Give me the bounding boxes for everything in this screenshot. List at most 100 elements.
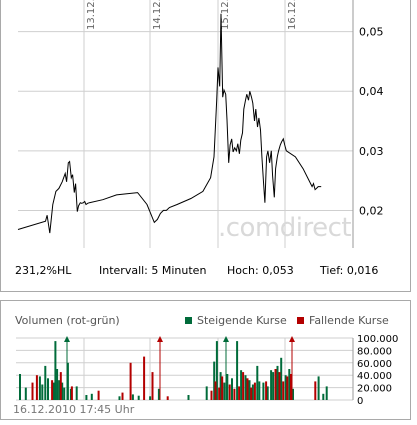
y-tick-label: 0,04 bbox=[359, 85, 384, 98]
volume-bar-rising bbox=[276, 365, 279, 400]
volume-bar-rising bbox=[149, 396, 152, 400]
legend-falling: Fallende Kurse bbox=[297, 314, 389, 327]
volume-bar-falling bbox=[129, 362, 132, 400]
volume-bar-rising bbox=[52, 382, 55, 400]
volume-bar-rising bbox=[256, 365, 259, 400]
volume-bar-rising bbox=[56, 369, 59, 400]
legend-rising-swatch bbox=[185, 317, 192, 324]
volume-bar-rising bbox=[272, 372, 275, 400]
y-tick-label: 0,05 bbox=[359, 26, 384, 39]
volume-bar-rising bbox=[47, 378, 49, 400]
volume-bar-rising bbox=[41, 384, 44, 400]
volume-bar-falling bbox=[246, 378, 249, 400]
price-stats-bar: 231,2%HL Intervall: 5 Minuten Hoch: 0,05… bbox=[0, 264, 411, 280]
volume-bar-falling bbox=[250, 387, 253, 400]
volume-bar-rising bbox=[157, 388, 160, 400]
y-tick-label: 0,03 bbox=[359, 145, 384, 158]
volume-bar-falling bbox=[97, 390, 100, 400]
volume-bar-rising bbox=[280, 357, 283, 400]
volume-bar-rising bbox=[38, 376, 41, 400]
volume-bar-rising bbox=[266, 386, 269, 400]
day-marker-arrow bbox=[289, 336, 295, 342]
volume-bar-falling bbox=[221, 376, 224, 400]
volume-bar-falling bbox=[210, 390, 213, 400]
volume-bar-falling bbox=[265, 381, 268, 400]
volume-bar-falling bbox=[242, 372, 245, 400]
volume-bar-falling bbox=[253, 382, 256, 400]
volume-bar-rising bbox=[137, 395, 140, 400]
volume-bar-rising bbox=[61, 382, 64, 400]
volume-bar-rising bbox=[85, 395, 88, 400]
volume-bar-rising bbox=[187, 395, 190, 400]
volume-bar-falling bbox=[151, 372, 154, 400]
volume-bar-falling bbox=[59, 372, 62, 400]
volume-bar-falling bbox=[121, 392, 124, 400]
volume-bar-falling bbox=[166, 396, 169, 400]
volume-y-tick-label: 80.000 bbox=[357, 346, 392, 357]
volume-bar-rising bbox=[215, 341, 218, 400]
volume-bar-falling bbox=[228, 384, 231, 400]
volume-bar-rising bbox=[66, 362, 69, 400]
volume-bar-falling bbox=[238, 386, 241, 400]
volume-bar-rising bbox=[44, 365, 47, 400]
volume-bar-rising bbox=[213, 361, 216, 400]
volume-bar-rising bbox=[58, 380, 61, 400]
volume-bar-rising bbox=[284, 375, 287, 400]
volume-bar-rising bbox=[270, 370, 273, 400]
volume-bar-falling bbox=[70, 386, 73, 400]
volume-bar-falling bbox=[214, 381, 217, 400]
volume-bar-rising bbox=[317, 376, 320, 400]
price-chart: 13.12. 14.12. 15.12. 16.12. 0,02 0,03 0,04 0,05… bbox=[17, 0, 384, 248]
volume-y-tick-label: 40.000 bbox=[357, 371, 392, 382]
interval-label: Intervall: 5 Minuten bbox=[99, 264, 207, 277]
volume-bar-falling bbox=[286, 376, 289, 400]
low-value: Tief: 0,016 bbox=[320, 264, 379, 277]
x-tick-label: 14.12. bbox=[152, 0, 163, 30]
x-tick-label: 16.12. bbox=[287, 0, 298, 30]
volume-bar-falling bbox=[274, 369, 277, 400]
volume-bar-falling bbox=[278, 372, 281, 400]
volume-title: Volumen (rot-grün) bbox=[15, 314, 120, 327]
volume-bar-rising bbox=[205, 386, 208, 400]
volume-bar-rising bbox=[248, 380, 251, 400]
day-marker-arrow bbox=[64, 336, 70, 342]
volume-bar-rising bbox=[219, 372, 222, 400]
volume-bar-rising bbox=[63, 387, 66, 400]
volume-bar-falling bbox=[233, 388, 236, 400]
volume-bar-rising bbox=[24, 387, 27, 400]
volume-bar-falling bbox=[143, 356, 146, 400]
volume-bar-rising bbox=[262, 382, 265, 400]
volume-bar-rising bbox=[244, 375, 247, 400]
legend-rising: Steigende Kurse bbox=[185, 314, 287, 327]
legend-rising-label: Steigende Kurse bbox=[197, 314, 287, 327]
volume-bar-rising bbox=[90, 393, 93, 400]
volume-y-tick-label: 0 bbox=[357, 396, 363, 407]
volume-bar-falling bbox=[282, 381, 285, 400]
legend-falling-swatch bbox=[297, 317, 304, 324]
volume-bar-rising bbox=[223, 382, 226, 400]
x-tick-label: 15.12. bbox=[220, 0, 231, 30]
volume-bar-rising bbox=[240, 370, 243, 400]
volume-bar-falling bbox=[51, 380, 54, 400]
volume-bar-rising bbox=[54, 341, 57, 400]
volume-y-tick-label: 100.000 bbox=[357, 334, 398, 345]
legend-falling-label: Fallende Kurse bbox=[309, 314, 389, 327]
volume-bar-falling bbox=[35, 375, 38, 400]
y-tick-label: 0,02 bbox=[359, 204, 384, 217]
volume-bar-rising bbox=[118, 396, 121, 400]
day-marker-arrow bbox=[157, 336, 163, 342]
x-tick-label: 13.12. bbox=[86, 0, 97, 30]
volume-bar-rising bbox=[322, 393, 325, 400]
timestamp: 16.12.2010 17:45 Uhr bbox=[13, 403, 135, 416]
volume-bar-rising bbox=[19, 374, 21, 400]
volume-bar-falling bbox=[290, 374, 292, 400]
high-value: Hoch: 0,053 bbox=[227, 264, 294, 277]
volume-y-tick-label: 20.000 bbox=[357, 384, 392, 395]
volume-bar-falling bbox=[314, 381, 317, 400]
volume-bar-rising bbox=[75, 386, 78, 400]
volume-bar-falling bbox=[218, 387, 221, 400]
volume-bar-rising bbox=[226, 374, 229, 400]
volume-bar-rising bbox=[288, 369, 291, 400]
change-percent: 231,2%HL bbox=[15, 264, 72, 277]
